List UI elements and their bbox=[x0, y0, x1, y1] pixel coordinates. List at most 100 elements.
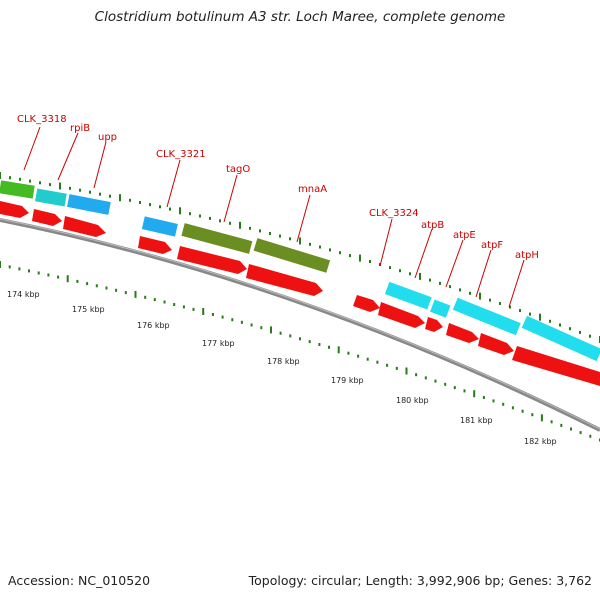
feature-box[interactable] bbox=[67, 194, 111, 215]
minor-tick bbox=[124, 291, 127, 295]
minor-tick bbox=[199, 214, 201, 218]
minor-tick bbox=[163, 300, 166, 304]
minor-tick bbox=[318, 343, 321, 346]
kbp-label: 181 kbp bbox=[460, 416, 493, 425]
feature-box[interactable] bbox=[141, 216, 178, 237]
cds-arrow[interactable] bbox=[478, 333, 514, 355]
major-tick bbox=[59, 182, 61, 190]
cds-arrow[interactable] bbox=[0, 201, 29, 218]
minor-tick bbox=[449, 285, 451, 289]
minor-tick bbox=[79, 188, 81, 192]
minor-tick bbox=[49, 183, 51, 187]
major-tick bbox=[337, 346, 340, 354]
minor-tick bbox=[529, 312, 531, 316]
leader-line bbox=[508, 259, 525, 308]
major-tick bbox=[134, 290, 137, 298]
gene-label-atph[interactable]: atpH bbox=[515, 250, 539, 261]
minor-tick bbox=[559, 323, 561, 327]
gene-label-rpib[interactable]: rpiB bbox=[70, 123, 90, 134]
minor-tick bbox=[459, 288, 461, 292]
minor-tick bbox=[19, 177, 21, 181]
map-title: Clostridium botulinum A3 str. Loch Maree… bbox=[94, 9, 506, 25]
leader-line bbox=[445, 239, 464, 288]
feature-box[interactable] bbox=[35, 188, 67, 207]
gene-label-clk3324[interactable]: CLK_3324 bbox=[369, 208, 419, 219]
accession-text: Accession: NC_010520 bbox=[8, 573, 151, 588]
leader-line bbox=[223, 174, 238, 223]
feature-box[interactable] bbox=[521, 315, 600, 362]
genome-summary-text: Topology: circular; Length: 3,992,906 bp… bbox=[248, 573, 592, 588]
minor-tick bbox=[502, 402, 505, 406]
cds-arrow[interactable] bbox=[63, 216, 106, 237]
minor-tick bbox=[240, 320, 243, 324]
minor-tick bbox=[376, 360, 379, 364]
major-tick bbox=[0, 172, 1, 179]
minor-tick bbox=[309, 242, 311, 246]
cds-arrow[interactable] bbox=[177, 246, 247, 274]
feature-box[interactable] bbox=[384, 281, 432, 310]
minor-tick bbox=[29, 179, 31, 183]
minor-tick bbox=[415, 373, 418, 377]
minor-tick bbox=[173, 303, 176, 306]
gene-label-upp[interactable]: upp bbox=[98, 132, 117, 143]
minor-tick bbox=[319, 245, 321, 249]
minor-tick bbox=[47, 273, 50, 277]
feature-box[interactable] bbox=[253, 238, 331, 273]
major-tick bbox=[270, 326, 272, 334]
minor-tick bbox=[39, 181, 41, 185]
minor-tick bbox=[115, 288, 118, 292]
kbp-label: 178 kbp bbox=[267, 357, 300, 366]
major-tick bbox=[66, 275, 69, 283]
cds-arrow[interactable] bbox=[512, 346, 600, 386]
major-tick bbox=[299, 237, 301, 245]
feature-box[interactable] bbox=[181, 223, 253, 254]
minor-tick bbox=[569, 327, 571, 331]
gene-label-clk3318[interactable]: CLK_3318 bbox=[17, 114, 67, 125]
minor-tick bbox=[299, 337, 301, 341]
kbp-label: 175 kbp bbox=[72, 305, 105, 314]
gene-label-mnaa[interactable]: mnaA bbox=[298, 184, 327, 195]
minor-tick bbox=[279, 331, 282, 335]
gene-label-atpf[interactable]: atpF bbox=[481, 240, 503, 251]
minor-tick bbox=[219, 219, 221, 223]
minor-tick bbox=[211, 313, 214, 316]
minor-tick bbox=[489, 298, 491, 302]
major-tick bbox=[405, 367, 408, 375]
minor-tick bbox=[289, 237, 291, 241]
leader-line bbox=[166, 159, 181, 208]
gene-label-clk3321[interactable]: CLK_3321 bbox=[156, 149, 206, 160]
feature-box[interactable] bbox=[452, 297, 521, 336]
gene-label-atpb[interactable]: atpB bbox=[421, 220, 444, 231]
minor-tick bbox=[570, 427, 572, 431]
minor-tick bbox=[182, 305, 185, 309]
cds-arrow[interactable] bbox=[353, 295, 380, 312]
minor-tick bbox=[249, 226, 251, 230]
leader-line bbox=[23, 126, 41, 171]
major-tick bbox=[419, 272, 421, 280]
cds-arrow[interactable] bbox=[425, 317, 443, 332]
minor-tick bbox=[8, 265, 11, 269]
minor-tick bbox=[579, 431, 582, 435]
gene-label-atpe[interactable]: atpE bbox=[453, 230, 476, 241]
feature-box[interactable] bbox=[0, 180, 35, 199]
minor-tick bbox=[453, 386, 456, 390]
cds-arrow[interactable] bbox=[138, 236, 172, 254]
kbp-label: 182 kbp bbox=[524, 437, 557, 446]
minor-tick bbox=[169, 207, 171, 211]
gene-label-tago[interactable]: tagO bbox=[226, 164, 250, 175]
cds-arrow[interactable] bbox=[32, 209, 62, 226]
cds-arrow[interactable] bbox=[446, 323, 479, 343]
cds-arrow[interactable] bbox=[378, 302, 425, 328]
minor-tick bbox=[482, 396, 485, 399]
minor-tick bbox=[444, 382, 447, 386]
minor-tick bbox=[109, 194, 111, 198]
minor-tick bbox=[366, 357, 369, 361]
feature-box[interactable] bbox=[430, 299, 451, 318]
minor-tick bbox=[357, 354, 360, 358]
major-tick bbox=[202, 308, 205, 315]
cds-arrow[interactable] bbox=[246, 264, 323, 296]
major-tick bbox=[540, 414, 543, 422]
minor-tick bbox=[511, 406, 514, 410]
minor-tick bbox=[531, 413, 534, 417]
